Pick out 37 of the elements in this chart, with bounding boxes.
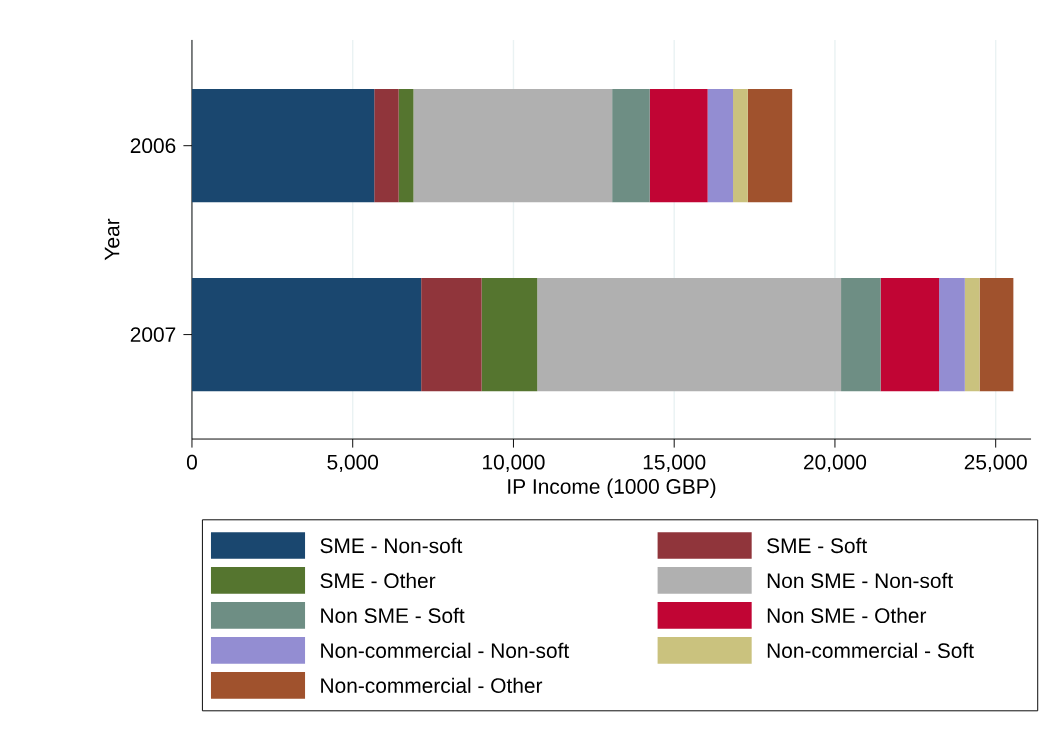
bar [191, 89, 375, 203]
bar [841, 278, 881, 392]
bar [939, 278, 965, 392]
bar [979, 278, 1014, 392]
legend-label: Non SME - Non-soft [767, 573, 953, 589]
legend-label: SME - Soft [767, 538, 868, 554]
legend-label: Non-commercial - Soft [767, 642, 974, 659]
bar [612, 89, 650, 203]
bar [374, 89, 399, 203]
bar [964, 278, 980, 392]
bar [421, 278, 482, 392]
bar [481, 278, 538, 392]
x-axis-title: IP Income (1000 GBP) [508, 478, 716, 499]
legend-label: Non-commercial - Other [321, 677, 543, 694]
y-tick-label: 2006 [130, 138, 176, 154]
x-tick-label: 10,000 [483, 454, 545, 473]
y-axis-title: Year [104, 218, 120, 261]
legend-label: Non SME - Soft [321, 607, 465, 624]
bar [649, 89, 708, 203]
bar [880, 278, 940, 392]
bar [707, 89, 734, 203]
legend-label: SME - Non-soft [320, 538, 463, 554]
bar [733, 89, 748, 203]
x-tick-label: 15,000 [643, 454, 706, 473]
x-tick-label: 0 [186, 454, 197, 470]
bar [191, 278, 422, 392]
bar [537, 278, 842, 392]
bar [747, 89, 793, 203]
bar [398, 89, 414, 203]
legend-label: Non SME - Other [767, 607, 927, 624]
y-tick-label: 2007 [130, 327, 176, 343]
legend-label: SME - Other [320, 572, 436, 589]
x-tick-label: 5,000 [327, 454, 379, 473]
x-tick-label: 20,000 [804, 454, 867, 473]
bar [413, 89, 613, 203]
x-tick-label: 25,000 [964, 454, 1027, 473]
legend-label: Non-commercial - Non-soft [321, 642, 570, 659]
